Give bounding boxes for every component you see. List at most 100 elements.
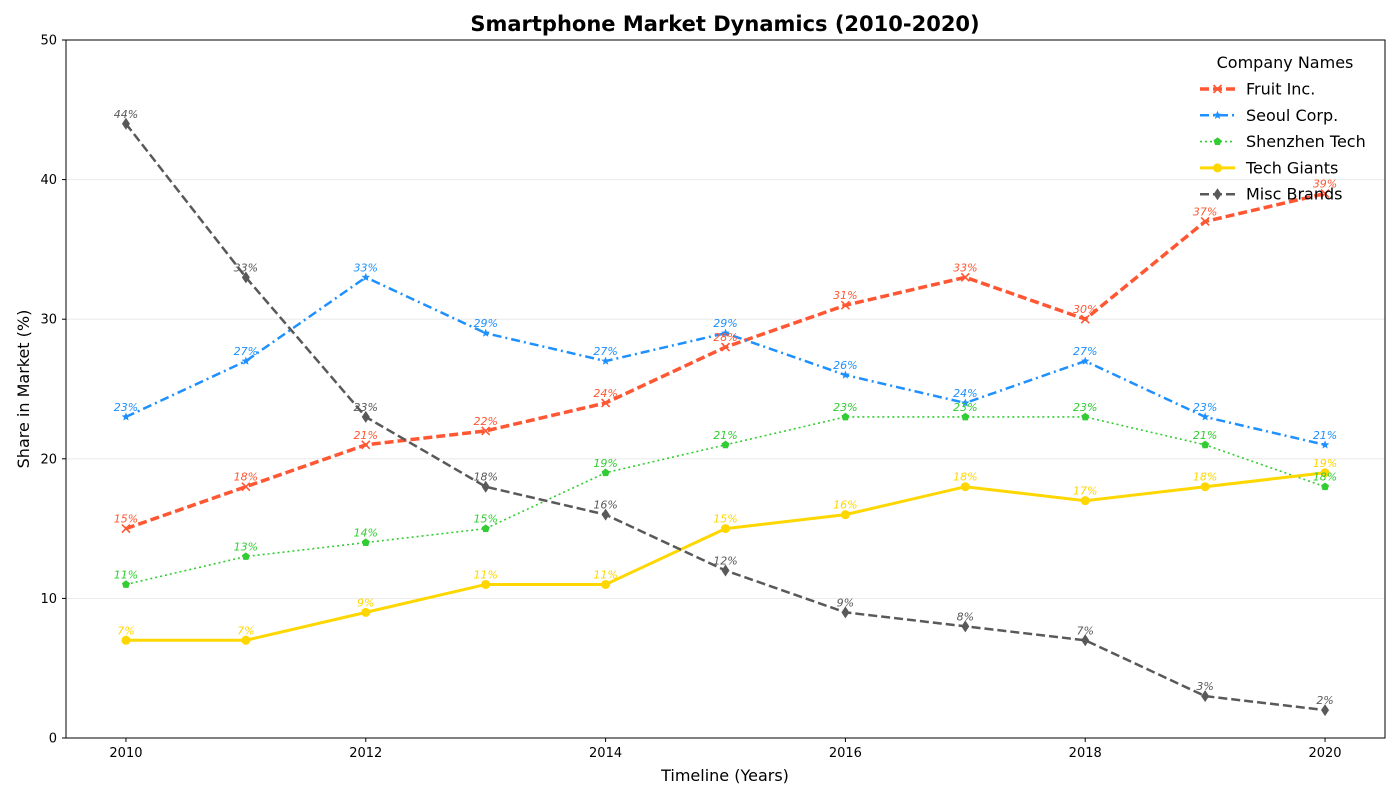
marker-stroke <box>720 342 731 352</box>
marker-stroke <box>121 524 131 534</box>
y-tick-label: 50 <box>40 34 57 49</box>
data-point-shenzhen-tech <box>961 412 970 421</box>
legend-item-misc-brands: Misc Brands <box>1200 185 1342 204</box>
data-point-fruit-inc <box>720 342 731 352</box>
data-point-tech-giants <box>241 635 251 645</box>
data-label-shenzhen-tech: 23% <box>1073 401 1097 414</box>
y-tick-label: 40 <box>40 173 57 188</box>
series-shenzhen-tech <box>121 412 1330 588</box>
data-label-tech-giants: 16% <box>833 499 857 512</box>
marker-stroke <box>601 398 611 408</box>
data-label-shenzhen-tech: 14% <box>354 527 378 540</box>
data-label-misc-brands: 16% <box>593 499 617 512</box>
data-label-tech-giants: 18% <box>1193 471 1217 484</box>
data-point-seoul-corp <box>1200 412 1210 421</box>
data-point-seoul-corp <box>601 356 610 365</box>
data-point-misc-brands <box>1321 704 1330 717</box>
data-label-shenzhen-tech: 23% <box>953 401 977 414</box>
series-tech-giants <box>121 468 1330 645</box>
legend-title: Company Names <box>1217 53 1354 72</box>
data-label-shenzhen-tech: 18% <box>1313 471 1337 484</box>
marker-stroke <box>960 272 970 282</box>
chart-title: Smartphone Market Dynamics (2010-2020) <box>470 12 979 36</box>
x-tick-label: 2014 <box>589 746 622 761</box>
marker-stroke <box>361 440 371 450</box>
data-point-misc-brands <box>481 480 490 493</box>
y-tick-label: 20 <box>40 452 57 467</box>
data-label-shenzhen-tech: 19% <box>593 457 617 470</box>
data-label-fruit-inc: 22% <box>473 415 497 428</box>
data-point-fruit-inc <box>361 440 371 450</box>
data-point-tech-giants <box>481 579 491 589</box>
data-point-fruit-inc <box>481 426 491 436</box>
legend-marker <box>1213 163 1222 173</box>
legend-label: Shenzhen Tech <box>1246 132 1366 151</box>
data-point-fruit-inc <box>121 524 131 534</box>
data-label-misc-brands: 23% <box>354 401 378 414</box>
marker-stroke <box>1200 216 1210 227</box>
data-label-seoul-corp: 21% <box>1313 429 1337 442</box>
data-label-seoul-corp: 33% <box>354 261 378 274</box>
legend-marker <box>1213 137 1222 145</box>
data-point-fruit-inc <box>1200 216 1210 227</box>
marker-stroke <box>481 426 491 436</box>
data-point-misc-brands <box>241 271 250 284</box>
data-label-misc-brands: 7% <box>1077 624 1094 637</box>
data-point-tech-giants <box>1080 496 1090 506</box>
marker-stroke <box>1320 188 1330 199</box>
legend-marker <box>1212 84 1223 94</box>
x-tick-label: 2020 <box>1308 746 1341 761</box>
data-point-misc-brands <box>961 620 970 633</box>
series-seoul-corp <box>121 272 1330 449</box>
data-label-tech-giants: 18% <box>953 471 977 484</box>
series-line-seoul-corp <box>125 275 1326 447</box>
legend-label: Fruit Inc. <box>1246 80 1315 99</box>
series-line-fruit-inc <box>125 191 1326 531</box>
legend-item-tech-giants: Tech Giants <box>1200 158 1338 177</box>
data-point-tech-giants <box>121 635 131 645</box>
data-label-seoul-corp: 29% <box>473 317 497 330</box>
data-label-shenzhen-tech: 21% <box>1193 429 1217 442</box>
data-point-misc-brands <box>841 606 850 619</box>
data-point-shenzhen-tech <box>241 552 250 560</box>
data-label-seoul-corp: 27% <box>593 345 617 358</box>
data-point-tech-giants <box>1200 482 1210 492</box>
data-point-seoul-corp <box>361 272 371 281</box>
data-point-misc-brands <box>1081 634 1090 647</box>
data-label-misc-brands: 18% <box>473 471 497 484</box>
data-label-misc-brands: 12% <box>713 554 737 567</box>
data-label-shenzhen-tech: 23% <box>833 401 857 414</box>
data-point-shenzhen-tech <box>121 580 130 588</box>
data-point-seoul-corp <box>841 370 850 379</box>
data-point-misc-brands <box>1201 690 1210 703</box>
data-labels: 15% 18% 21% 22% 24% 28% 31% 33% 30% 37% 39% 23% 27% 3… <box>114 108 1338 707</box>
data-point-shenzhen-tech <box>841 412 850 421</box>
y-tick-label: 0 <box>49 732 57 747</box>
grid-lines <box>66 179 1385 599</box>
data-label-seoul-corp: 29% <box>713 317 737 330</box>
series-line-misc-brands <box>124 122 1326 712</box>
data-label-misc-brands: 44% <box>114 108 138 121</box>
series-group <box>121 117 1330 717</box>
data-point-misc-brands <box>601 508 610 521</box>
data-label-misc-brands: 3% <box>1196 680 1213 693</box>
data-point-tech-giants <box>1320 468 1330 478</box>
data-label-misc-brands: 2% <box>1316 694 1333 707</box>
y-tick-label: 10 <box>40 592 57 607</box>
data-point-shenzhen-tech <box>721 440 730 449</box>
data-label-fruit-inc: 28% <box>713 331 737 344</box>
data-point-tech-giants <box>601 579 611 589</box>
data-label-seoul-corp: 27% <box>1073 345 1097 358</box>
data-point-fruit-inc <box>1320 188 1330 199</box>
marker-stroke <box>1080 314 1090 324</box>
x-tick-label: 2016 <box>829 746 862 761</box>
data-point-misc-brands <box>121 117 130 130</box>
data-label-seoul-corp: 27% <box>234 345 258 358</box>
data-point-misc-brands <box>361 410 370 423</box>
data-label-tech-giants: 15% <box>713 513 737 526</box>
series-fruit-inc <box>121 188 1330 534</box>
data-point-tech-giants <box>840 510 850 520</box>
legend-item-seoul-corp: Seoul Corp. <box>1200 106 1338 125</box>
plot-frame <box>65 39 1386 739</box>
